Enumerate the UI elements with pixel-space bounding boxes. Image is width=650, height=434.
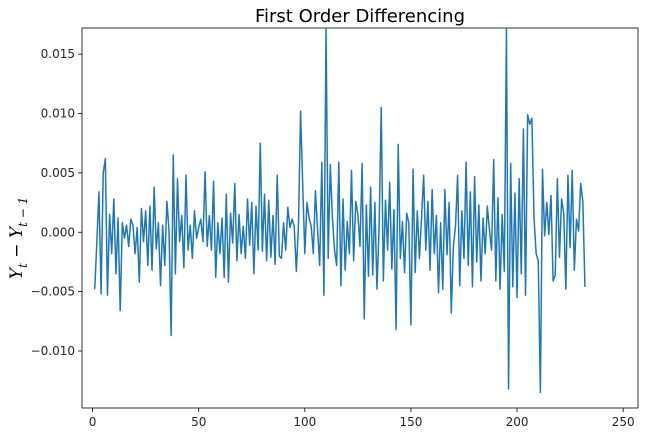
y-tick-label: 0.005 — [41, 166, 75, 180]
x-tick-label: 100 — [293, 415, 316, 429]
axes: 0 50 100 150 200 250 −0.010 −0.005 0.000 0.005 0.0… — [31, 27, 639, 429]
y-axis-label: Yt − Yt − 1 — [7, 197, 30, 280]
chart-title: First Order Differencing — [255, 6, 465, 27]
x-tick-label: 250 — [612, 415, 635, 429]
x-tick-label: 0 — [89, 415, 97, 429]
x-tick-label: 50 — [191, 415, 206, 429]
y-tick-label: 0.000 — [41, 225, 75, 239]
y-tick-label: 0.010 — [41, 107, 75, 121]
y-tick-label: 0.015 — [41, 47, 75, 61]
plot-area — [93, 28, 586, 394]
x-tick-label: 200 — [506, 415, 529, 429]
axes-frame — [81, 27, 639, 409]
y-tick-label: −0.005 — [31, 285, 75, 299]
y-tick-label: −0.010 — [31, 344, 75, 358]
x-tick-label: 150 — [399, 415, 422, 429]
series-line-0 — [93, 28, 586, 394]
